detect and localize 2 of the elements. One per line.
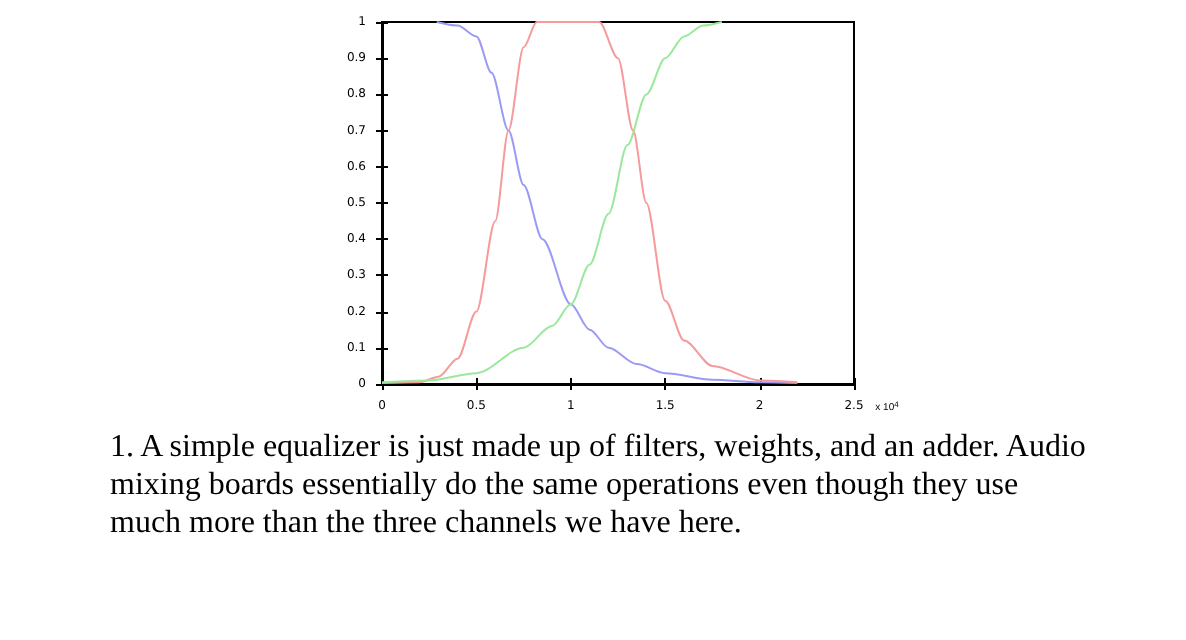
line-series: [381, 21, 723, 384]
text: 1. A simple equalizer is just made up of filters, weights, and an adder. Audio mixing boards essentially do the same operations even though they use much more than the three channels we have here.: [110, 428, 1088, 542]
